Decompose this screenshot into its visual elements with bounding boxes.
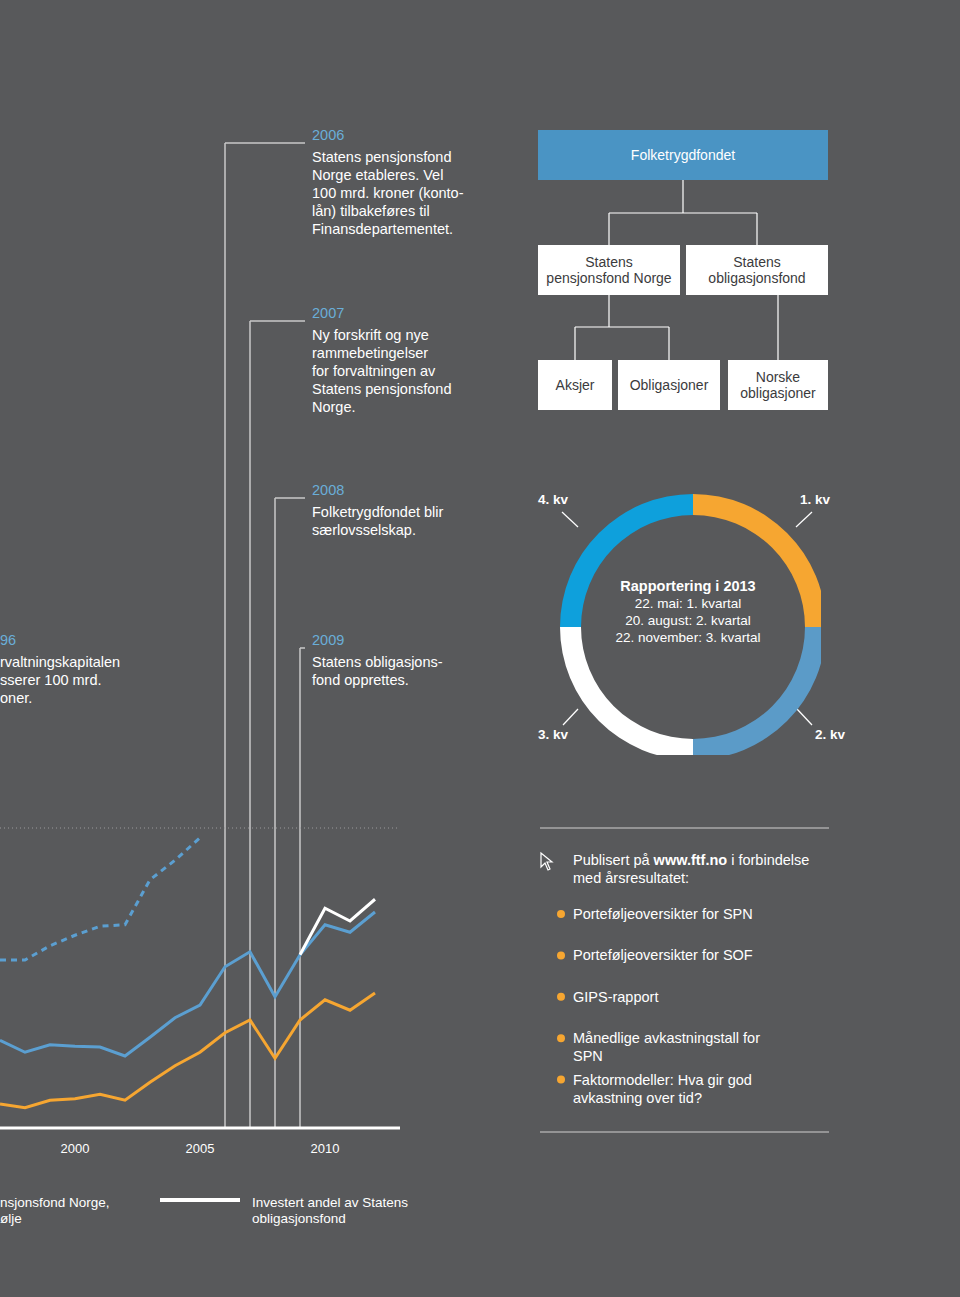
html-text:sserer 100 mrd.: sserer 100 mrd. bbox=[0, 672, 102, 688]
html-text:Porteføljeoversikter for SPN: Porteføljeoversikter for SPN bbox=[573, 906, 753, 922]
html-text:100 mrd. kroner (konto-: 100 mrd. kroner (konto- bbox=[312, 185, 464, 201]
html-text:Porteføljeoversikter for SOF: Porteføljeoversikter for SOF bbox=[573, 947, 753, 964]
html-text:Statens obligasjons-: Statens obligasjons- bbox=[312, 654, 443, 670]
html-text:4. kv: 4. kv bbox=[538, 492, 568, 507]
html-text:Folketrygdfondet blir: Folketrygdfondet blir bbox=[312, 504, 444, 520]
html-text:Norske: Norske bbox=[755, 369, 801, 385]
html-text:obligasjoner: obligasjoner bbox=[740, 385, 816, 401]
svg-text:2005: 2005 bbox=[186, 1141, 215, 1156]
html-text:Aksjer: Aksjer bbox=[555, 377, 595, 393]
html-text:pensjonsfond Norge: pensjonsfond Norge bbox=[546, 270, 672, 286]
html-text:96: 96 bbox=[0, 632, 17, 648]
html-text:rammebetingelser: rammebetingelser bbox=[312, 345, 429, 361]
html-text:Statens: Statens bbox=[733, 254, 781, 270]
html-text:nsjonsfond Norge,: nsjonsfond Norge, bbox=[0, 1195, 110, 1210]
html-text:Rapportering i 2013: Rapportering i 2013 bbox=[620, 578, 756, 594]
html-text:fond opprettes.: fond opprettes. bbox=[312, 672, 409, 688]
html-text:ølje: ølje bbox=[0, 1211, 22, 1226]
svg-text:2000: 2000 bbox=[61, 1141, 90, 1156]
html-text:Publisert på www.ftf.no i forb: Publisert på www.ftf.no i forbindelse me… bbox=[573, 852, 810, 886]
html-text:for forvaltningen av: for forvaltningen av bbox=[312, 363, 436, 379]
html-text:Obligasjoner: Obligasjoner bbox=[629, 377, 709, 393]
html-text:obligasjonsfond: obligasjonsfond bbox=[708, 270, 806, 286]
html-text:2006: 2006 bbox=[312, 127, 345, 143]
html-text:Statens pensjonsfond: Statens pensjonsfond bbox=[312, 149, 452, 165]
html-text:Månedlige avkastningstall for: Månedlige avkastningstall for SPN bbox=[573, 1030, 760, 1065]
html-text:1. kv: 1. kv bbox=[800, 492, 830, 507]
html-text:2008: 2008 bbox=[312, 482, 345, 498]
html-text:Norge etableres. Vel: Norge etableres. Vel bbox=[312, 167, 444, 183]
html-text:20. august: 2. kvartal: 20. august: 2. kvartal bbox=[625, 613, 751, 628]
html-text:rvaltningskapitalen: rvaltningskapitalen bbox=[0, 654, 121, 670]
html-text:Investert andel av Statens obl: Investert andel av Statens obligasjonsfo… bbox=[252, 1195, 409, 1226]
html-text:22. november: 3. kvartal: 22. november: 3. kvartal bbox=[615, 630, 761, 645]
html-text:Ny forskrift og nye: Ny forskrift og nye bbox=[312, 327, 429, 343]
html-text:2009: 2009 bbox=[312, 632, 345, 648]
html-text:3. kv: 3. kv bbox=[538, 727, 568, 742]
html-text:GIPS-rapport: GIPS-rapport bbox=[573, 988, 659, 1005]
html-text:Statens pensjonsfond: Statens pensjonsfond bbox=[312, 381, 452, 397]
html-text:Finansdepartementet.: Finansdepartementet. bbox=[312, 221, 454, 237]
html-text:lån) tilbakeføres til: lån) tilbakeføres til bbox=[312, 203, 430, 219]
svg-text:2010: 2010 bbox=[311, 1141, 340, 1156]
html-text:Statens: Statens bbox=[585, 254, 633, 270]
html-text:Faktormodeller: Hva gir god av: Faktormodeller: Hva gir god avkastning o… bbox=[573, 1071, 752, 1106]
html-text:særlovsselskap.: særlovsselskap. bbox=[312, 522, 416, 538]
html-text:22. mai: 1. kvartal: 22. mai: 1. kvartal bbox=[634, 596, 742, 611]
html-text:2007: 2007 bbox=[312, 305, 345, 321]
html-text:oner.: oner. bbox=[0, 690, 33, 706]
html-text:Folketrygdfondet: Folketrygdfondet bbox=[630, 147, 736, 163]
html-text:Norge.: Norge. bbox=[312, 399, 356, 415]
html-text:2. kv: 2. kv bbox=[815, 727, 845, 742]
